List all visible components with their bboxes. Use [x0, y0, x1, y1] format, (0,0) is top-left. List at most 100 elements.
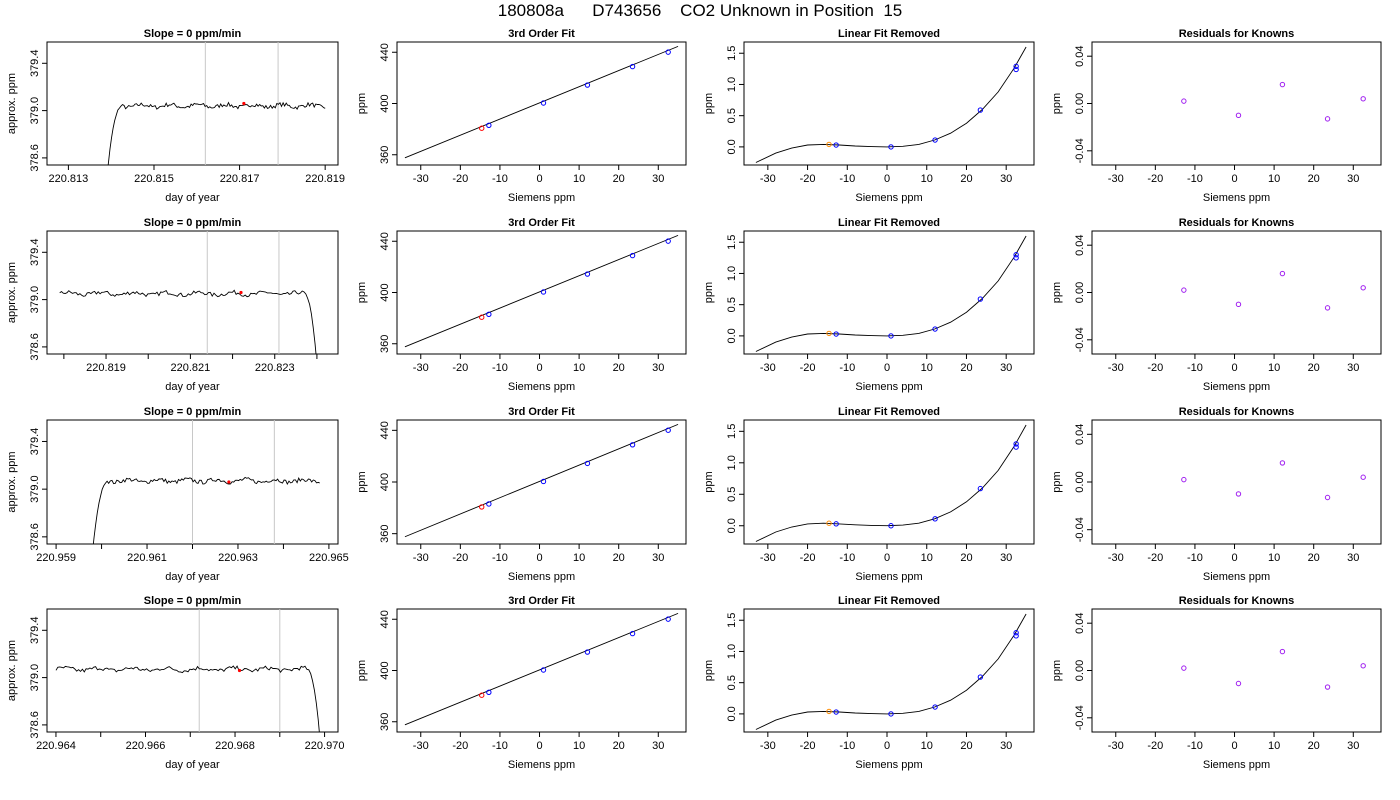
known-standard-point [540, 289, 547, 295]
ppm-trace [55, 665, 320, 732]
known-standard-point [486, 311, 492, 317]
panel-title: Slope = 0 ppm/min [144, 217, 242, 229]
y-tick-label: 440 [379, 232, 391, 250]
y-tick-label: 1.5 [726, 613, 738, 628]
residual-point [1360, 285, 1366, 291]
x-tick-label: 220.966 [126, 740, 166, 752]
known-standard-point [977, 296, 984, 302]
x-tick-label: -20 [452, 552, 468, 564]
y-tick-label: 379.0 [29, 97, 41, 125]
y-tick-label: 0.5 [726, 487, 738, 502]
known-standard-point [888, 711, 894, 717]
y-tick-label: 440 [379, 421, 391, 439]
known-standard-point [486, 689, 492, 695]
known-standard-point [932, 516, 938, 522]
panel-title: 3rd Order Fit [508, 406, 575, 418]
x-tick-label: -10 [839, 740, 855, 752]
known-standard-point [1013, 66, 1019, 73]
x-tick-label: 30 [1347, 552, 1359, 564]
y-tick-label: 0.5 [726, 108, 738, 123]
panel-residuals-row1: Residuals for Knowns -30 -20 -10 0 10 20 30 -0.0… [1051, 28, 1382, 204]
x-tick-label: -30 [1108, 740, 1124, 752]
plot-frame [1091, 419, 1382, 545]
x-tick-label: 220.964 [36, 740, 76, 752]
y-axis-label: ppm [1051, 93, 1063, 114]
panel-timeseries-row1: Slope = 0 ppm/min 220.813 220.815 220.817 22… [6, 28, 345, 204]
panel-residuals-row4: Residuals for Knowns -30 -20 -10 0 10 20 30 -0.0… [1051, 595, 1382, 771]
residual-point [1360, 96, 1366, 102]
y-tick-label: 379.4 [29, 428, 41, 456]
sample-marker [242, 101, 246, 106]
y-tick-label: 379.4 [29, 50, 41, 78]
x-tick-label: -20 [800, 362, 816, 374]
x-axis-label: Siemens ppm [1203, 759, 1270, 771]
x-tick-label: 10 [1268, 173, 1280, 185]
y-tick-label: 400 [379, 473, 391, 491]
y-tick-label: 0.00 [1074, 93, 1086, 114]
y-axis-label: ppm [356, 471, 368, 492]
residual-point [1235, 112, 1242, 119]
known-standard-point [888, 333, 894, 339]
x-tick-label: -30 [1108, 173, 1124, 185]
x-axis-label: day of year [165, 381, 220, 393]
x-tick-label: 20 [960, 552, 972, 564]
x-tick-label: 30 [1347, 173, 1359, 185]
y-tick-label: 1.5 [726, 46, 738, 61]
known-standard-point [888, 523, 894, 529]
x-tick-label: 0 [1231, 740, 1237, 752]
panel-fit-row2: 3rd Order Fit -30 -20 -10 0 10 20 30 360 400 440 Si… [356, 217, 687, 393]
x-tick-label: 20 [960, 362, 972, 374]
y-tick-label: 378.6 [29, 333, 41, 361]
y-axis-label: ppm [703, 93, 715, 114]
x-tick-label: 10 [1268, 740, 1280, 752]
plot-frame [46, 230, 339, 355]
known-standard-point [932, 704, 938, 710]
residual-point [1279, 270, 1286, 277]
x-tick-label: -10 [839, 552, 855, 564]
x-tick-label: 220.963 [218, 552, 258, 564]
y-tick-label: 379.0 [29, 475, 41, 503]
residual-point [1235, 301, 1242, 308]
x-tick-label: 10 [1268, 362, 1280, 374]
y-tick-label: 360 [379, 524, 391, 542]
panel-linear_removed-row1: Linear Fit Removed -30 -20 -10 0 10 20 30 0.0 0.5… [703, 28, 1035, 204]
x-tick-label: -30 [413, 740, 429, 752]
known-standard-point [977, 107, 984, 113]
cubic-curve [755, 46, 1027, 163]
x-tick-label: 0 [1231, 552, 1237, 564]
panel-timeseries-row2: Slope = 0 ppm/min 220.819 220.821 220.823 37… [6, 217, 339, 393]
x-axis-label: Siemens ppm [508, 192, 575, 204]
y-tick-label: 1.0 [726, 77, 738, 92]
known-standard-point [540, 667, 547, 673]
x-tick-label: -20 [452, 362, 468, 374]
y-tick-label: 1.0 [726, 455, 738, 470]
x-tick-label: -30 [760, 552, 776, 564]
y-axis-label: ppm [1051, 282, 1063, 303]
known-standard-point [629, 63, 636, 70]
x-tick-label: 10 [921, 552, 933, 564]
page-title: 180808a D743656 CO2 Unknown in Position … [497, 1, 903, 20]
unknown-point [826, 520, 832, 526]
panel-title: Residuals for Knowns [1179, 595, 1295, 607]
x-tick-label: 30 [1000, 740, 1012, 752]
y-axis-label: approx. ppm [6, 73, 18, 134]
y-tick-label: 0.0 [726, 706, 738, 721]
residual-point [1324, 305, 1331, 311]
x-tick-label: 20 [1308, 740, 1320, 752]
x-tick-label: -10 [492, 552, 508, 564]
x-tick-label: -20 [1147, 173, 1163, 185]
x-tick-label: 0 [884, 362, 890, 374]
unknown-point [479, 125, 485, 131]
known-standard-point [584, 649, 591, 655]
plot-frame [1091, 230, 1382, 355]
known-standard-point [629, 630, 636, 637]
panel-title: Linear Fit Removed [838, 406, 940, 418]
x-axis-label: Siemens ppm [1203, 381, 1270, 393]
x-tick-label: 220.817 [220, 173, 260, 185]
panel-title: 3rd Order Fit [508, 595, 575, 607]
y-tick-label: 378.6 [29, 144, 41, 172]
y-tick-label: 0.0 [726, 328, 738, 343]
x-tick-label: 20 [613, 173, 625, 185]
x-tick-label: 0 [536, 552, 542, 564]
